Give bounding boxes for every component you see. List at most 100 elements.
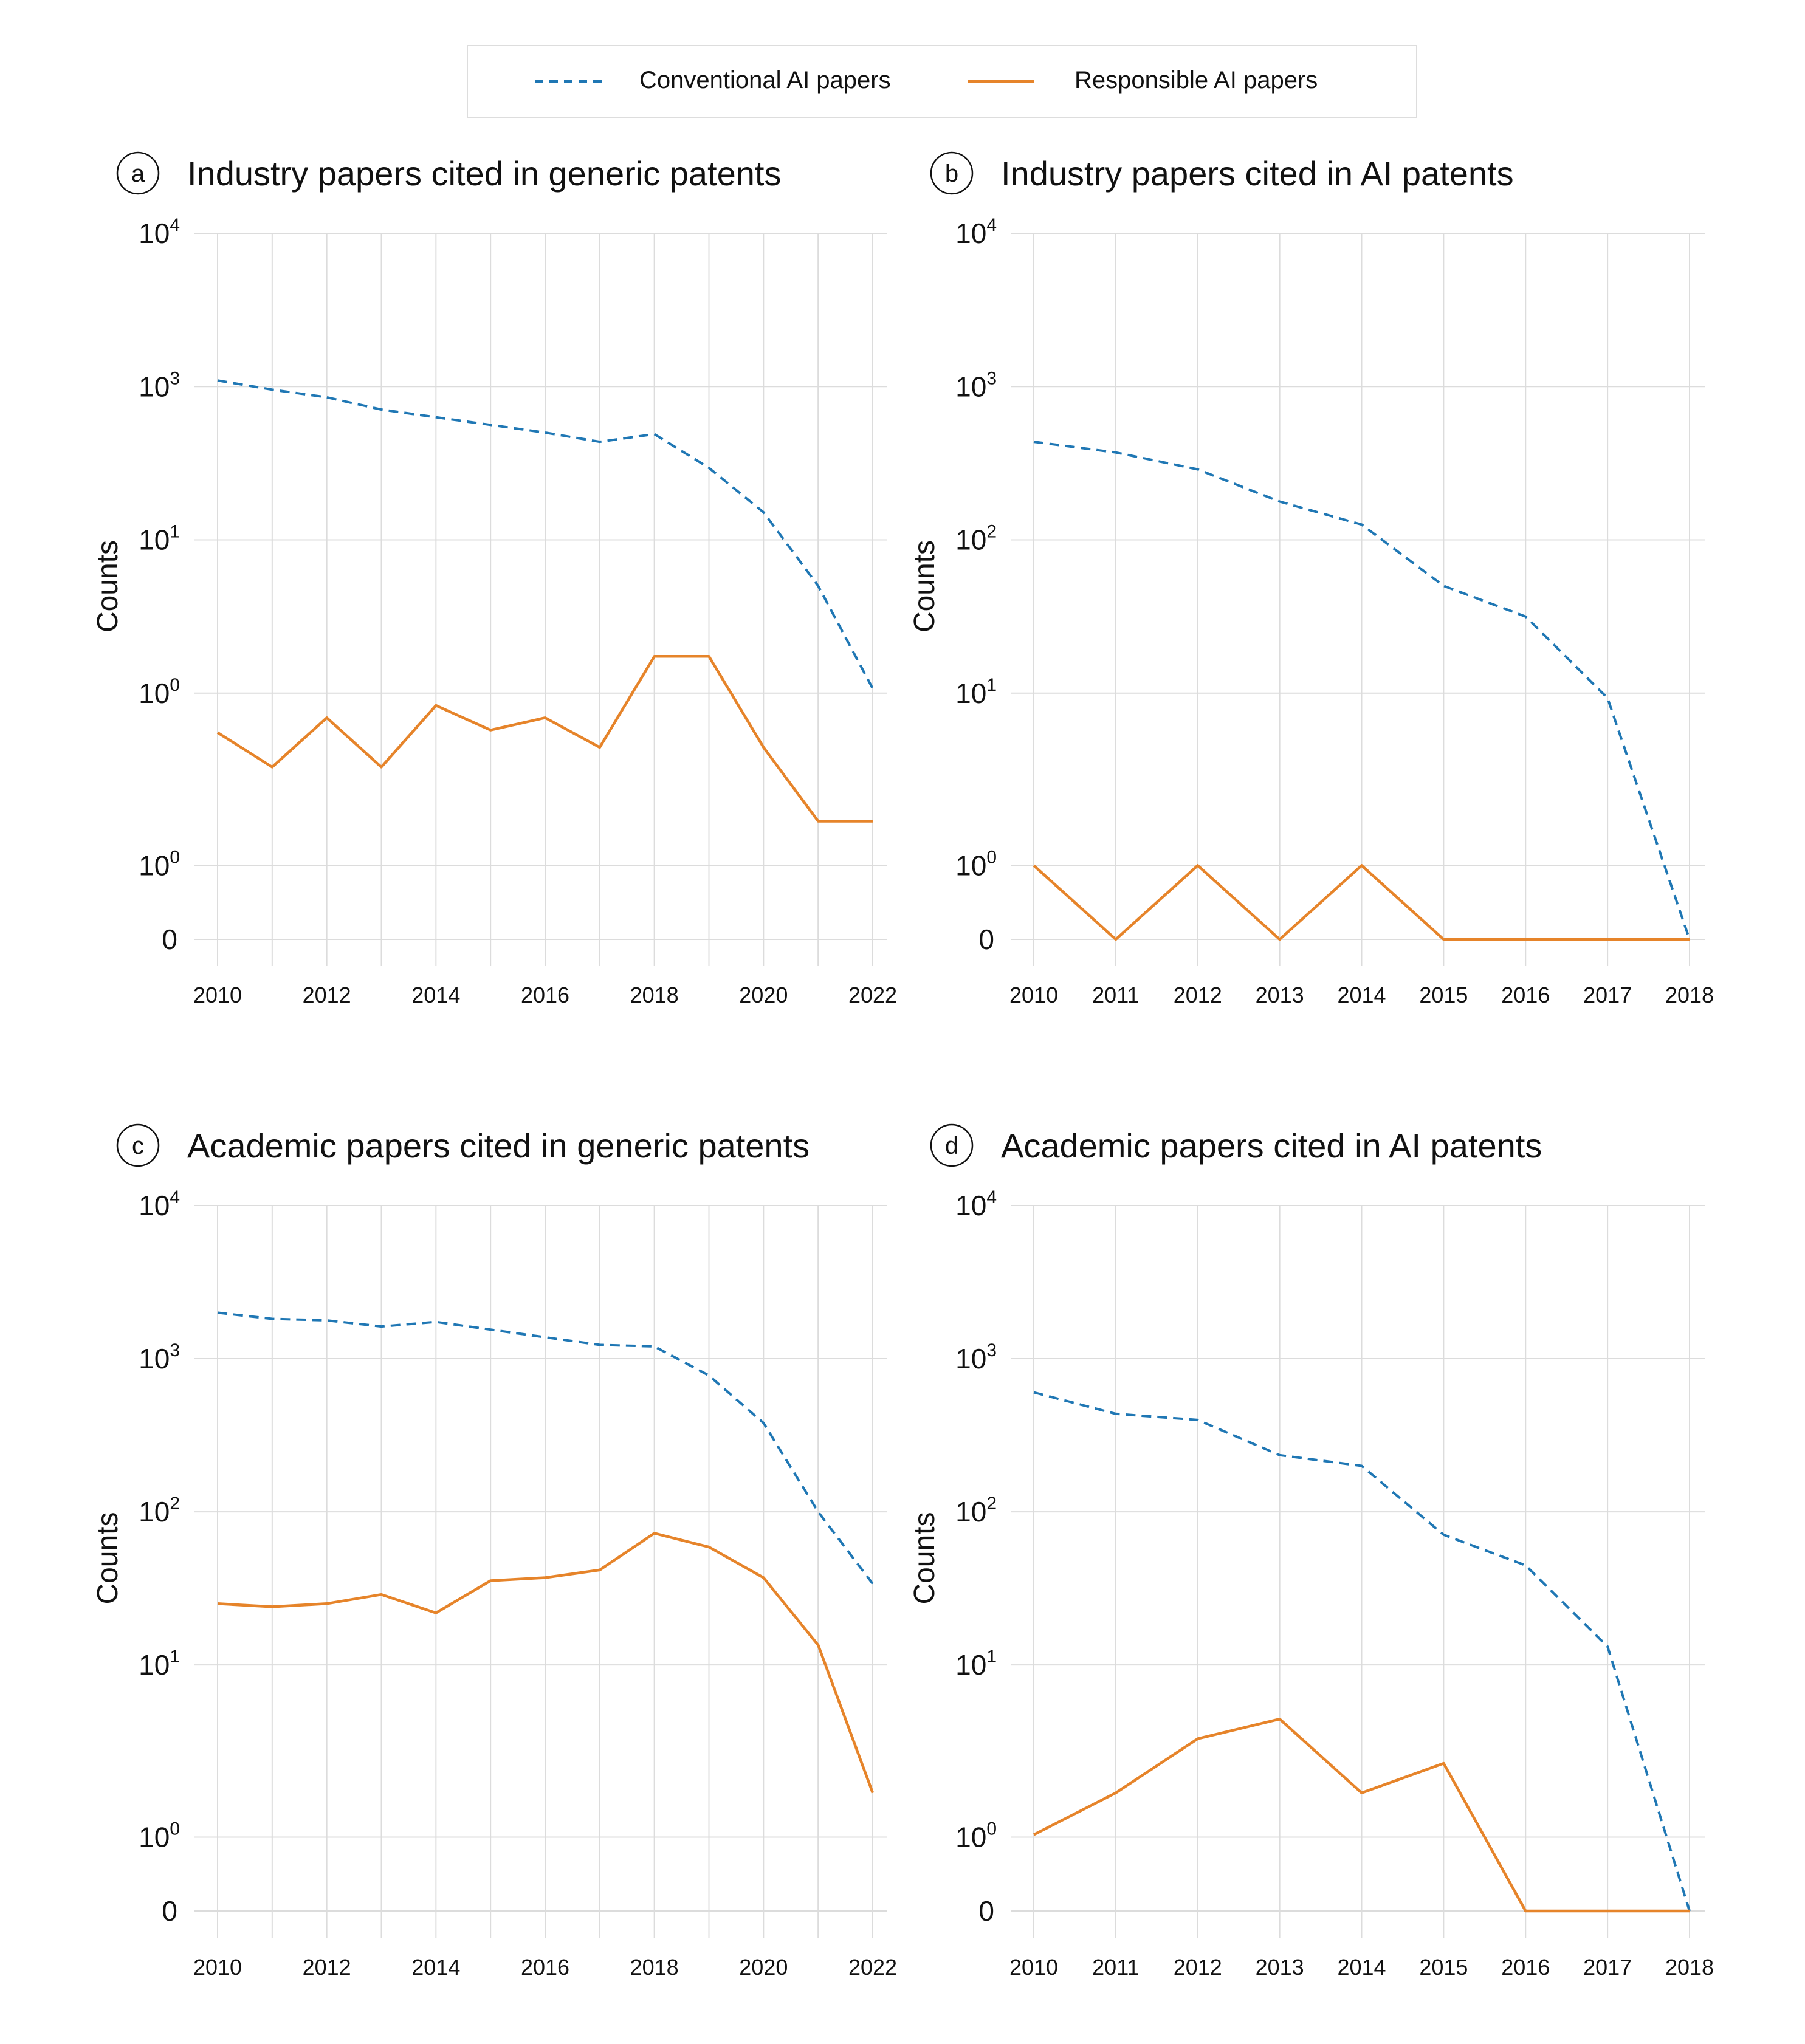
panel-b-ytick-exp: 2 bbox=[986, 522, 997, 542]
panel-d-xtick-label: 2015 bbox=[1419, 1955, 1468, 1980]
panel-c-ylabel: Counts bbox=[92, 1512, 124, 1604]
panel-b-ytick-label: 102 bbox=[955, 522, 997, 556]
panel-c-ytick-label: 0 bbox=[162, 1895, 177, 1927]
panel-c-ytick-exp: 1 bbox=[170, 1647, 180, 1667]
panel-b-series-conventional-line bbox=[1033, 441, 1691, 940]
panel-b-letter-circle bbox=[930, 151, 974, 195]
panel-d-xtick-label: 2010 bbox=[1009, 1955, 1058, 1980]
panel-c-ytick-label: 102 bbox=[139, 1494, 180, 1528]
panel-b-ytick-label: 103 bbox=[955, 368, 997, 402]
panel-d-ytick-label: 0 bbox=[978, 1895, 994, 1927]
panel-d-xtick-label: 2012 bbox=[1174, 1955, 1222, 1980]
panel-d-ytick-label: 101 bbox=[955, 1647, 997, 1681]
panel-a-title: Industry papers cited in generic patents bbox=[187, 154, 781, 193]
legend: Conventional AI papers Responsible AI pa… bbox=[467, 45, 1417, 118]
panel-b-ytick-exp: 1 bbox=[986, 675, 997, 695]
panel-d-ytick-exp: 0 bbox=[986, 1819, 997, 1839]
panel-c-title: Academic papers cited in generic patents bbox=[187, 1127, 810, 1165]
panel-a-xtick-label: 2012 bbox=[303, 983, 351, 1007]
panel-a-ytick-label: 103 bbox=[139, 368, 180, 402]
panel-d-ytick-base: 10 bbox=[955, 1822, 986, 1853]
panel-b-ytick-exp: 3 bbox=[986, 368, 997, 388]
panel-c-ytick-label: 101 bbox=[139, 1647, 180, 1681]
panel-d-xtick-label: 2018 bbox=[1665, 1955, 1714, 1980]
panel-c-xtick-label: 2016 bbox=[521, 1955, 569, 1980]
legend-conventional-label: Conventional AI papers bbox=[639, 67, 891, 94]
panel-b-ytick-exp: 0 bbox=[986, 847, 997, 867]
panel-a-ytick-exp: 4 bbox=[170, 215, 180, 235]
panel-a-ytick-label: 101 bbox=[139, 522, 180, 556]
panel-b-ytick-base: 10 bbox=[955, 677, 986, 709]
panel-c-ytick-label: 103 bbox=[139, 1340, 180, 1374]
panel-b-xtick-label: 2015 bbox=[1419, 983, 1468, 1007]
panel-b-ytick-label: 0 bbox=[978, 924, 994, 955]
panel-c-ytick-base: 10 bbox=[139, 1496, 170, 1528]
panel-d-ytick-exp: 1 bbox=[986, 1647, 997, 1667]
panel-b-xtick-label: 2018 bbox=[1665, 983, 1714, 1007]
panel-c-letter: c bbox=[132, 1133, 144, 1159]
panel-b-letter: b bbox=[945, 160, 958, 187]
panel-d-ytick-label: 102 bbox=[955, 1494, 997, 1528]
panel-c-series-conventional-line bbox=[217, 1311, 874, 1585]
panel-b-ytick-base: 10 bbox=[955, 371, 986, 402]
panel-c-ytick-base: 10 bbox=[139, 1822, 170, 1853]
panel-d-ytick-label: 100 bbox=[955, 1819, 997, 1853]
panel-d-xtick-label: 2014 bbox=[1337, 1955, 1386, 1980]
panel-d-ytick-base: 10 bbox=[955, 1496, 986, 1528]
panel-b-ytick-base: 10 bbox=[955, 218, 986, 249]
panel-a-ytick-exp: 0 bbox=[170, 675, 180, 695]
panel-d-xtick-label: 2016 bbox=[1501, 1955, 1550, 1980]
panel-d-xtick-label: 2011 bbox=[1092, 1955, 1139, 1980]
panel-a-xtick-label: 2018 bbox=[630, 983, 679, 1007]
panel-c-xtick-label: 2018 bbox=[630, 1955, 679, 1980]
panel-a-ytick-label: 100 bbox=[139, 847, 180, 881]
panel-b-ylabel: Counts bbox=[909, 540, 941, 633]
panel-a-letter-circle bbox=[116, 151, 160, 195]
panel-a-xtick-label: 2016 bbox=[521, 983, 569, 1007]
panel-a-letter: a bbox=[131, 160, 145, 187]
panel-d-ytick-label: 104 bbox=[955, 1187, 997, 1221]
legend-conventional-swatch bbox=[535, 80, 602, 83]
panel-a-xtick-label: 2010 bbox=[193, 983, 242, 1007]
panel-d-ytick-base: 10 bbox=[955, 1649, 986, 1681]
panel-c-ytick-exp: 2 bbox=[170, 1494, 180, 1514]
panel-c-ytick-exp: 3 bbox=[170, 1340, 180, 1360]
panel-c-ytick-exp: 0 bbox=[170, 1819, 180, 1839]
panel-a-ytick-exp: 1 bbox=[170, 522, 180, 542]
panel-a-ytick-exp: 3 bbox=[170, 368, 180, 388]
panel-a-ytick-label: 104 bbox=[139, 215, 180, 249]
panel-a-series-conventional-line bbox=[217, 379, 874, 690]
panel-a-ytick-base: 10 bbox=[139, 849, 170, 881]
panel-a-ytick-base: 10 bbox=[139, 371, 170, 402]
panel-a-xtick-label: 2014 bbox=[411, 983, 460, 1007]
panel-a-ytick-base: 10 bbox=[139, 524, 170, 556]
panel-c-letter-circle bbox=[116, 1123, 160, 1167]
panel-d-xtick-label: 2013 bbox=[1256, 1955, 1304, 1980]
panel-b-xtick-label: 2010 bbox=[1009, 983, 1058, 1007]
panel-d-series-conventional-line bbox=[1033, 1391, 1691, 1912]
panel-b-ytick-exp: 4 bbox=[986, 215, 997, 235]
panel-a-ytick-exp: 0 bbox=[170, 847, 180, 867]
panel-b-xtick-label: 2016 bbox=[1501, 983, 1550, 1007]
panel-a-ytick-base: 10 bbox=[139, 218, 170, 249]
panel-a-ylabel: Counts bbox=[92, 540, 124, 633]
panel-a-ytick-base: 10 bbox=[139, 677, 170, 709]
panel-a-xtick-label: 2022 bbox=[848, 983, 897, 1007]
panel-b-xtick-label: 2017 bbox=[1583, 983, 1632, 1007]
panel-b-xtick-label: 2014 bbox=[1337, 983, 1386, 1007]
panel-b-ytick-label: 104 bbox=[955, 215, 997, 249]
panel-b-ytick-base: 10 bbox=[955, 849, 986, 881]
panel-c-xtick-label: 2010 bbox=[193, 1955, 242, 1980]
panel-d-letter-circle bbox=[930, 1123, 974, 1167]
panel-d-letter: d bbox=[945, 1133, 958, 1159]
panel-c-xtick-label: 2022 bbox=[848, 1955, 897, 1980]
panel-d-ytick-exp: 2 bbox=[986, 1494, 997, 1514]
panel-b-xtick-label: 2013 bbox=[1256, 983, 1304, 1007]
panel-a-ytick-label: 100 bbox=[139, 675, 180, 709]
panel-c-ytick-exp: 4 bbox=[170, 1187, 180, 1207]
panel-c-xtick-label: 2012 bbox=[303, 1955, 351, 1980]
panel-c-ytick-base: 10 bbox=[139, 1190, 170, 1221]
panel-d-ylabel: Counts bbox=[909, 1512, 941, 1604]
panel-c-ytick-base: 10 bbox=[139, 1343, 170, 1374]
